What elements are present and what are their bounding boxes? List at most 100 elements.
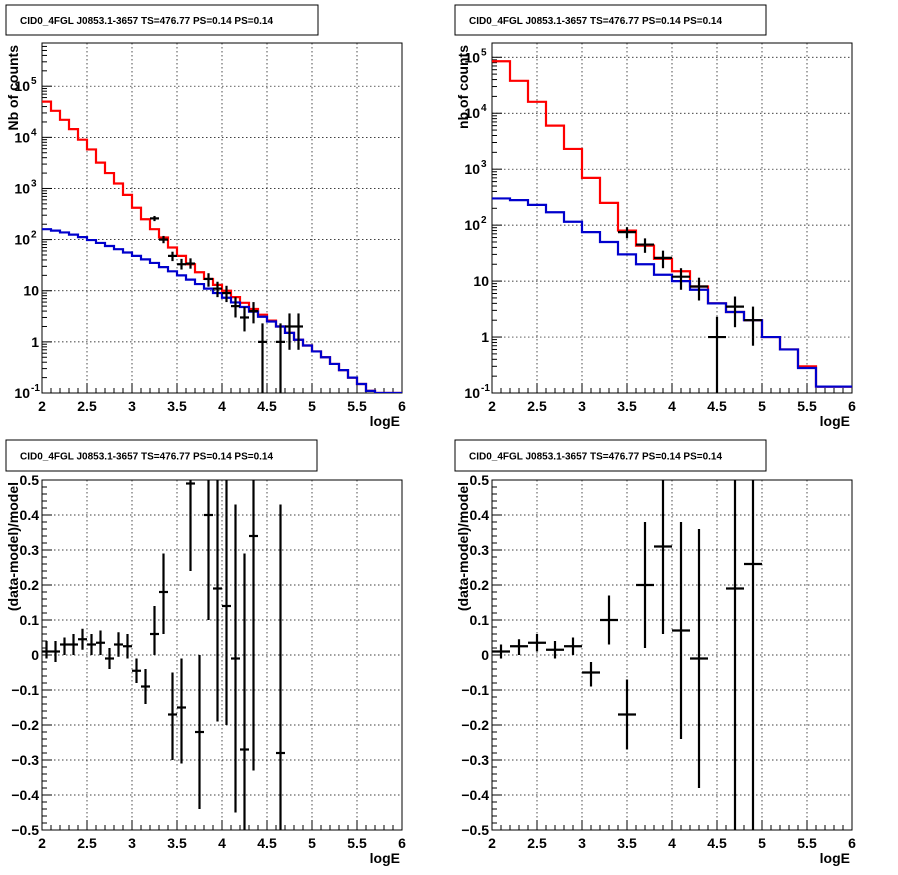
y-tick-label: 10 (464, 161, 480, 177)
y-tick-label: 10 (14, 180, 30, 196)
data-point (177, 258, 186, 270)
y-tick-label: 10 (14, 78, 30, 94)
y-tick-label: 0.1 (470, 612, 490, 628)
data-point (177, 658, 186, 764)
y-tick-exponent: 5 (481, 47, 487, 58)
y-tick-label: 10 (23, 283, 39, 299)
y-tick-exponent: 3 (481, 159, 487, 170)
y-tick-exponent: -1 (481, 383, 490, 394)
y-tick-label: 0.2 (20, 577, 40, 593)
chart-title: CID0_4FGL J0853.1-3657 TS=476.77 PS=0.14… (20, 16, 273, 27)
y-tick-label: 10 (14, 129, 30, 145)
y-tick-exponent: 4 (481, 103, 487, 114)
data-point (213, 281, 222, 298)
x-axis-label: logE (370, 850, 400, 866)
data-point (105, 648, 114, 669)
y-tick-exponent: 2 (31, 230, 37, 241)
x-tick-label: 5 (308, 398, 316, 414)
data-point (132, 658, 141, 683)
x-tick-label: 3 (128, 835, 136, 851)
data-point (258, 323, 267, 393)
grid (42, 43, 402, 393)
data-point (168, 672, 177, 760)
data-point (222, 480, 231, 725)
plot-panel-4: CID0_4FGL J0853.1-3657 TS=476.77 PS=0.14… (454, 439, 856, 866)
source-model-histogram (492, 197, 852, 388)
x-tick-label: 5.5 (347, 835, 367, 851)
y-tick-label: 1 (31, 334, 39, 350)
y-tick-label: 0.5 (470, 472, 490, 488)
data-point (42, 641, 51, 659)
x-tick-label: 4.5 (707, 398, 727, 414)
x-tick-label: 2.5 (527, 398, 547, 414)
y-tick-label: −0.3 (461, 752, 489, 768)
y-tick-label: 0 (481, 647, 489, 663)
y-tick-label: 0.4 (470, 507, 490, 523)
x-ticks (491, 383, 853, 393)
data-point (186, 480, 195, 571)
data-point (60, 637, 69, 655)
x-ticks (41, 820, 403, 830)
y-tick-label: 1 (481, 329, 489, 345)
x-ticks (491, 820, 853, 830)
data-point (159, 235, 168, 244)
data-point (195, 655, 204, 809)
data-point (240, 307, 249, 332)
plot-panel-3: CID0_4FGL J0853.1-3657 TS=476.77 PS=0.14… (5, 439, 406, 866)
y-tick-label: 10 (14, 385, 30, 401)
data-layer (492, 480, 762, 830)
data-point (492, 644, 510, 659)
chart-title: CID0_4FGL J0853.1-3657 TS=476.77 PS=0.14… (20, 452, 273, 463)
y-tick-label: 10 (14, 232, 30, 248)
data-point (636, 522, 654, 648)
y-tick-label: −0.1 (11, 682, 39, 698)
data-point (294, 313, 303, 350)
y-tick-label: 0.3 (20, 542, 40, 558)
x-tick-label: 5.5 (797, 835, 817, 851)
y-tick-label: −0.2 (11, 717, 39, 733)
data-point (582, 662, 600, 687)
y-axis-label: Nb of counts (5, 45, 21, 131)
y-ticks (42, 42, 52, 394)
data-point (636, 238, 654, 253)
data-point (690, 529, 708, 788)
x-tick-label: 3 (578, 398, 586, 414)
x-tick-label: 5 (758, 835, 766, 851)
y-axis-label: nb of counts (455, 45, 471, 129)
data-point (51, 641, 60, 662)
y-ticks (42, 479, 52, 831)
x-tick-label: 5 (308, 835, 316, 851)
x-tick-label: 3 (128, 398, 136, 414)
x-tick-label: 5 (758, 398, 766, 414)
y-ticks (492, 479, 502, 831)
y-tick-label: −0.1 (461, 682, 489, 698)
grid (492, 480, 852, 830)
x-tick-label: 3 (578, 835, 586, 851)
x-tick-label: 2.5 (77, 835, 97, 851)
x-tick-label: 6 (398, 398, 406, 414)
y-tick-label: 0.2 (470, 577, 490, 593)
y-tick-label: 0.4 (20, 507, 40, 523)
x-tick-label: 6 (848, 835, 856, 851)
title-box (454, 439, 767, 472)
y-tick-label: −0.4 (11, 787, 39, 803)
x-ticks (41, 383, 403, 393)
data-point (150, 606, 159, 655)
data-point (528, 634, 546, 652)
x-tick-label: 4 (218, 835, 226, 851)
data-point (672, 268, 690, 290)
data-point (231, 297, 240, 318)
x-tick-label: 3.5 (167, 398, 187, 414)
y-tick-label: 0.3 (470, 542, 490, 558)
x-tick-label: 2 (488, 398, 496, 414)
y-tick-label: −0.5 (461, 822, 489, 838)
chart-title: CID0_4FGL J0853.1-3657 TS=476.77 PS=0.14… (469, 16, 722, 27)
x-tick-label: 4.5 (257, 398, 277, 414)
y-tick-exponent: 4 (31, 127, 37, 138)
data-layer (42, 480, 285, 830)
plot-panel-1: CID0_4FGL J0853.1-3657 TS=476.77 PS=0.14… (5, 4, 406, 429)
y-tick-label: −0.5 (11, 822, 39, 838)
data-point (654, 480, 672, 634)
data-point (249, 480, 258, 771)
